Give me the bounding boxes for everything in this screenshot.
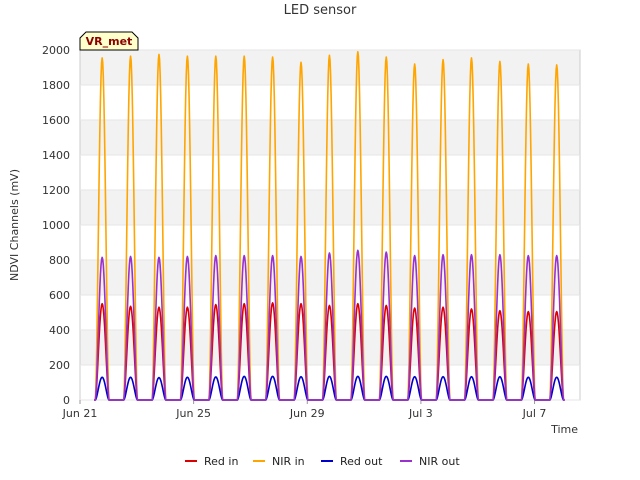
y-tick-label: 2000 — [42, 44, 70, 57]
series-line-red-out — [94, 375, 565, 401]
series-lines — [94, 50, 565, 401]
y-tick-label: 400 — [49, 324, 70, 337]
legend-label: NIR in — [272, 455, 305, 468]
legend-item-red-in: Red in — [185, 455, 238, 468]
y-tick-label: 600 — [49, 289, 70, 302]
legend-item-red-out: Red out — [321, 455, 383, 468]
y-tick-label: 1000 — [42, 219, 70, 232]
y-tick-label: 200 — [49, 359, 70, 372]
series-line-nir-out — [94, 249, 565, 401]
x-tick-label: Jun 21 — [62, 407, 98, 420]
y-tick-label: 0 — [63, 394, 70, 407]
legend-label: Red in — [204, 455, 238, 468]
y-tick-label: 1800 — [42, 79, 70, 92]
chart-title: LED sensor — [284, 3, 357, 18]
legend-label: NIR out — [419, 455, 460, 468]
legend-item-nir-in: NIR in — [253, 455, 305, 468]
y-axis-title: NDVI Channels (mV) — [8, 169, 21, 281]
badge-label: VR_met — [86, 35, 133, 48]
grid-band — [80, 120, 580, 155]
y-tick-label: 1600 — [42, 114, 70, 127]
station-badge: VR_met — [79, 31, 139, 51]
x-tick-label: Jun 25 — [175, 407, 211, 420]
y-tick-label: 1200 — [42, 184, 70, 197]
x-axis-title: Time — [550, 423, 578, 436]
y-tick-label: 1400 — [42, 149, 70, 162]
series-line-nir-in — [94, 50, 565, 401]
legend: Red in NIR in Red out NIR out — [185, 455, 460, 468]
y-tick-label: 800 — [49, 254, 70, 267]
legend-item-nir-out: NIR out — [400, 455, 460, 468]
x-tick-label: Jul 3 — [408, 407, 433, 420]
x-tick-label: Jun 29 — [289, 407, 325, 420]
legend-label: Red out — [340, 455, 383, 468]
x-tick-label: Jul 7 — [522, 407, 547, 420]
badge-shape — [79, 31, 139, 51]
x-axis: Jun 21 Jun 25 Jun 29 Jul 3 Jul 7 — [62, 400, 547, 420]
